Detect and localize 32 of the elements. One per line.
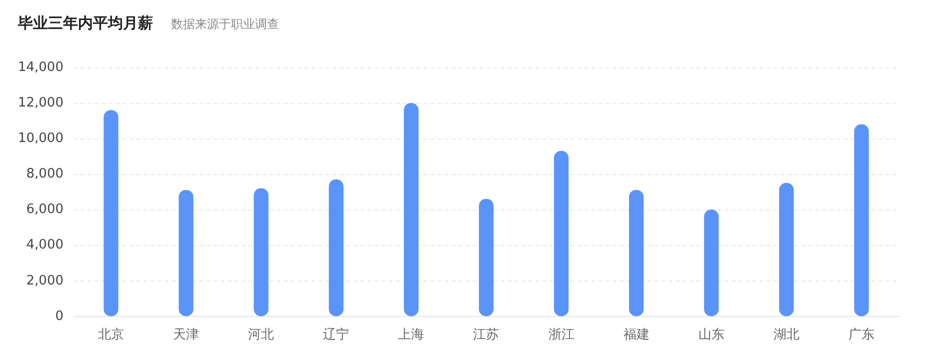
x-tick-label: 北京 <box>98 328 124 343</box>
bar <box>104 110 118 316</box>
chart-title: 毕业三年内平均月薪 <box>18 14 153 33</box>
y-tick-label: 14,000 <box>18 60 64 76</box>
bar <box>629 190 644 316</box>
bar <box>254 188 268 316</box>
y-tick-label: 0 <box>55 308 64 324</box>
x-tick-label: 天津 <box>173 328 200 343</box>
y-tick-label: 4,000 <box>26 238 64 253</box>
bar <box>554 150 569 316</box>
x-tick-label: 山东 <box>698 328 724 343</box>
x-tick-label: 浙江 <box>548 328 574 343</box>
x-tick-label: 湖北 <box>773 328 800 343</box>
bar <box>478 198 494 316</box>
bar <box>328 179 344 316</box>
x-tick-label: 河北 <box>248 328 274 343</box>
bar <box>779 182 794 316</box>
y-tick-label: 6,000 <box>26 202 64 218</box>
x-tick-label: 江苏 <box>473 328 500 343</box>
x-tick-label: 福建 <box>623 328 650 343</box>
y-tick-label: 2,000 <box>26 273 64 288</box>
y-tick-label: 10,000 <box>18 131 64 146</box>
bar <box>404 102 419 316</box>
chart-subtitle: 数据来源于职业调查 <box>171 16 279 33</box>
x-tick-label: 上海 <box>398 328 424 343</box>
bar <box>704 210 719 316</box>
x-tick-label: 辽宁 <box>323 326 350 343</box>
y-tick-label: 8,000 <box>26 166 64 182</box>
x-tick-label: 广东 <box>848 328 874 343</box>
y-tick-label: 12,000 <box>18 96 64 111</box>
bar <box>854 124 869 316</box>
bar <box>178 190 194 316</box>
